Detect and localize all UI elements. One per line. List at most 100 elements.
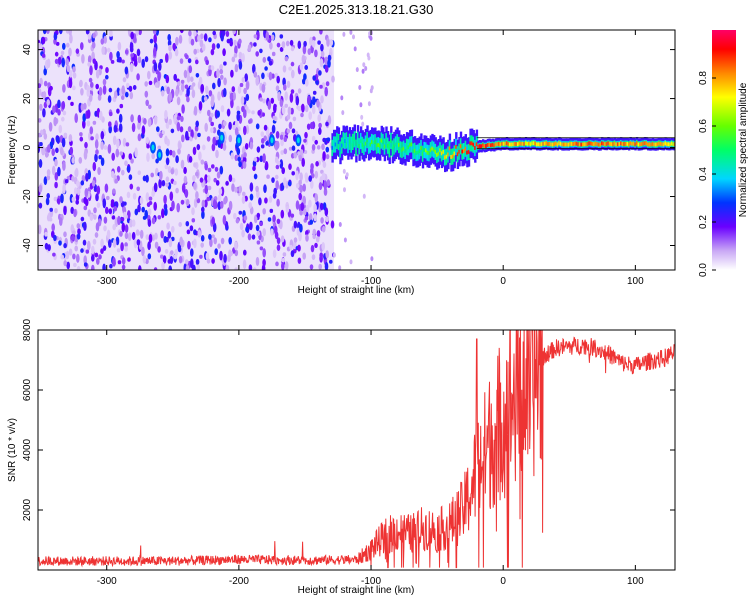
heatmap-cell bbox=[211, 258, 215, 264]
heatmap-cell bbox=[199, 254, 203, 259]
heatmap-cell bbox=[349, 259, 353, 265]
heatmap-cell bbox=[299, 62, 304, 71]
heatmap-cell bbox=[319, 84, 323, 89]
heatmap-cell bbox=[116, 108, 120, 114]
heatmap-cell bbox=[318, 127, 322, 135]
heatmap-cell bbox=[235, 218, 240, 224]
heatmap-cell bbox=[271, 51, 276, 57]
heatmap-cell bbox=[252, 160, 257, 168]
heatmap-cell bbox=[261, 138, 265, 144]
heatmap-cell bbox=[180, 159, 185, 169]
heatmap-cell bbox=[181, 134, 185, 143]
heatmap-cell bbox=[197, 34, 201, 42]
heatmap-cell bbox=[217, 194, 222, 202]
heatmap-cell bbox=[116, 248, 121, 253]
heatmap-cell bbox=[259, 221, 263, 227]
heatmap-cell bbox=[110, 170, 115, 179]
heatmap-cell bbox=[209, 237, 213, 248]
heatmap-cell bbox=[136, 186, 140, 192]
x-tick-label: 100 bbox=[627, 276, 644, 287]
heatmap-cell bbox=[76, 253, 80, 263]
heatmap-cell bbox=[318, 263, 323, 270]
heatmap-cell bbox=[88, 93, 93, 102]
heatmap-cell bbox=[102, 263, 106, 270]
heatmap-cell bbox=[620, 141, 623, 146]
heatmap-cell bbox=[188, 156, 193, 163]
heatmap-cell bbox=[68, 47, 72, 57]
heatmap-cell bbox=[117, 41, 122, 51]
heatmap-cell bbox=[165, 74, 170, 84]
heatmap-cell bbox=[542, 141, 545, 146]
heatmap-cell bbox=[242, 161, 247, 169]
heatmap-cell bbox=[106, 195, 110, 201]
heatmap-cell bbox=[135, 30, 139, 36]
heatmap-cell bbox=[223, 77, 227, 86]
heatmap-cell bbox=[289, 92, 294, 103]
heatmap-cell bbox=[158, 178, 162, 189]
heatmap-cell bbox=[643, 141, 647, 146]
heatmap-cell bbox=[138, 30, 142, 36]
heatmap-cell bbox=[86, 120, 91, 127]
heatmap-cell bbox=[531, 141, 534, 146]
heatmap-cell bbox=[589, 141, 593, 146]
heatmap-cell bbox=[74, 245, 78, 252]
heatmap-cell bbox=[222, 215, 227, 225]
heatmap-cell bbox=[61, 57, 65, 68]
heatmap-cell bbox=[275, 261, 279, 267]
heatmap-cell bbox=[650, 142, 653, 147]
heatmap-cell bbox=[212, 127, 217, 134]
heatmap-cell bbox=[133, 238, 138, 249]
heatmap-cell bbox=[247, 109, 251, 114]
heatmap-cell bbox=[572, 142, 575, 146]
heatmap-cell bbox=[326, 37, 330, 47]
heatmap-cell bbox=[53, 116, 57, 127]
heatmap-cell bbox=[279, 99, 284, 108]
heatmap-cell bbox=[100, 130, 105, 140]
heatmap-cell bbox=[168, 44, 172, 52]
heatmap-cell bbox=[190, 129, 194, 139]
heatmap-cell bbox=[53, 33, 58, 41]
heatmap-cell bbox=[270, 97, 275, 104]
heatmap-cell bbox=[241, 195, 246, 204]
heatmap-cell bbox=[112, 223, 116, 231]
heatmap-cell bbox=[65, 58, 69, 66]
heatmap-cell bbox=[145, 192, 150, 202]
heatmap-cell bbox=[197, 132, 201, 138]
heatmap-cell bbox=[185, 264, 190, 270]
heatmap-cell bbox=[97, 167, 101, 175]
heatmap-cell bbox=[477, 144, 480, 149]
heatmap-cell bbox=[57, 99, 61, 109]
heatmap-cell bbox=[144, 56, 149, 63]
heatmap-cell bbox=[249, 193, 254, 201]
heatmap-cell bbox=[591, 142, 594, 146]
heatmap-cell bbox=[242, 259, 247, 270]
heatmap-cell bbox=[177, 148, 181, 155]
heatmap-cell bbox=[160, 90, 165, 97]
heatmap-cell bbox=[116, 51, 120, 59]
heatmap-noise-cells bbox=[38, 30, 374, 270]
heatmap-cell bbox=[417, 150, 420, 155]
heatmap-cell bbox=[309, 122, 314, 130]
heatmap-cell bbox=[383, 144, 387, 149]
heatmap-cell bbox=[153, 33, 157, 44]
heatmap-cell bbox=[211, 164, 215, 169]
heatmap-cell bbox=[168, 118, 172, 125]
heatmap-cell bbox=[256, 231, 261, 237]
heatmap-cell bbox=[102, 198, 107, 209]
heatmap-cell bbox=[364, 141, 368, 146]
heatmap-cell bbox=[286, 114, 291, 120]
heatmap-cell bbox=[635, 141, 639, 146]
heatmap-cell bbox=[257, 110, 262, 116]
heatmap-cell bbox=[312, 36, 316, 42]
heatmap-cell bbox=[309, 264, 314, 270]
heatmap-cell bbox=[262, 153, 266, 164]
heatmap-cell bbox=[234, 267, 238, 270]
heatmap-cell bbox=[141, 206, 145, 213]
heatmap-cell bbox=[212, 222, 217, 233]
heatmap-cell bbox=[382, 140, 385, 144]
heatmap-cell bbox=[95, 83, 99, 90]
heatmap-cell bbox=[92, 238, 97, 245]
heatmap-cell bbox=[86, 85, 90, 92]
heatmap-cell bbox=[253, 157, 258, 162]
heatmap-cell bbox=[151, 144, 155, 151]
